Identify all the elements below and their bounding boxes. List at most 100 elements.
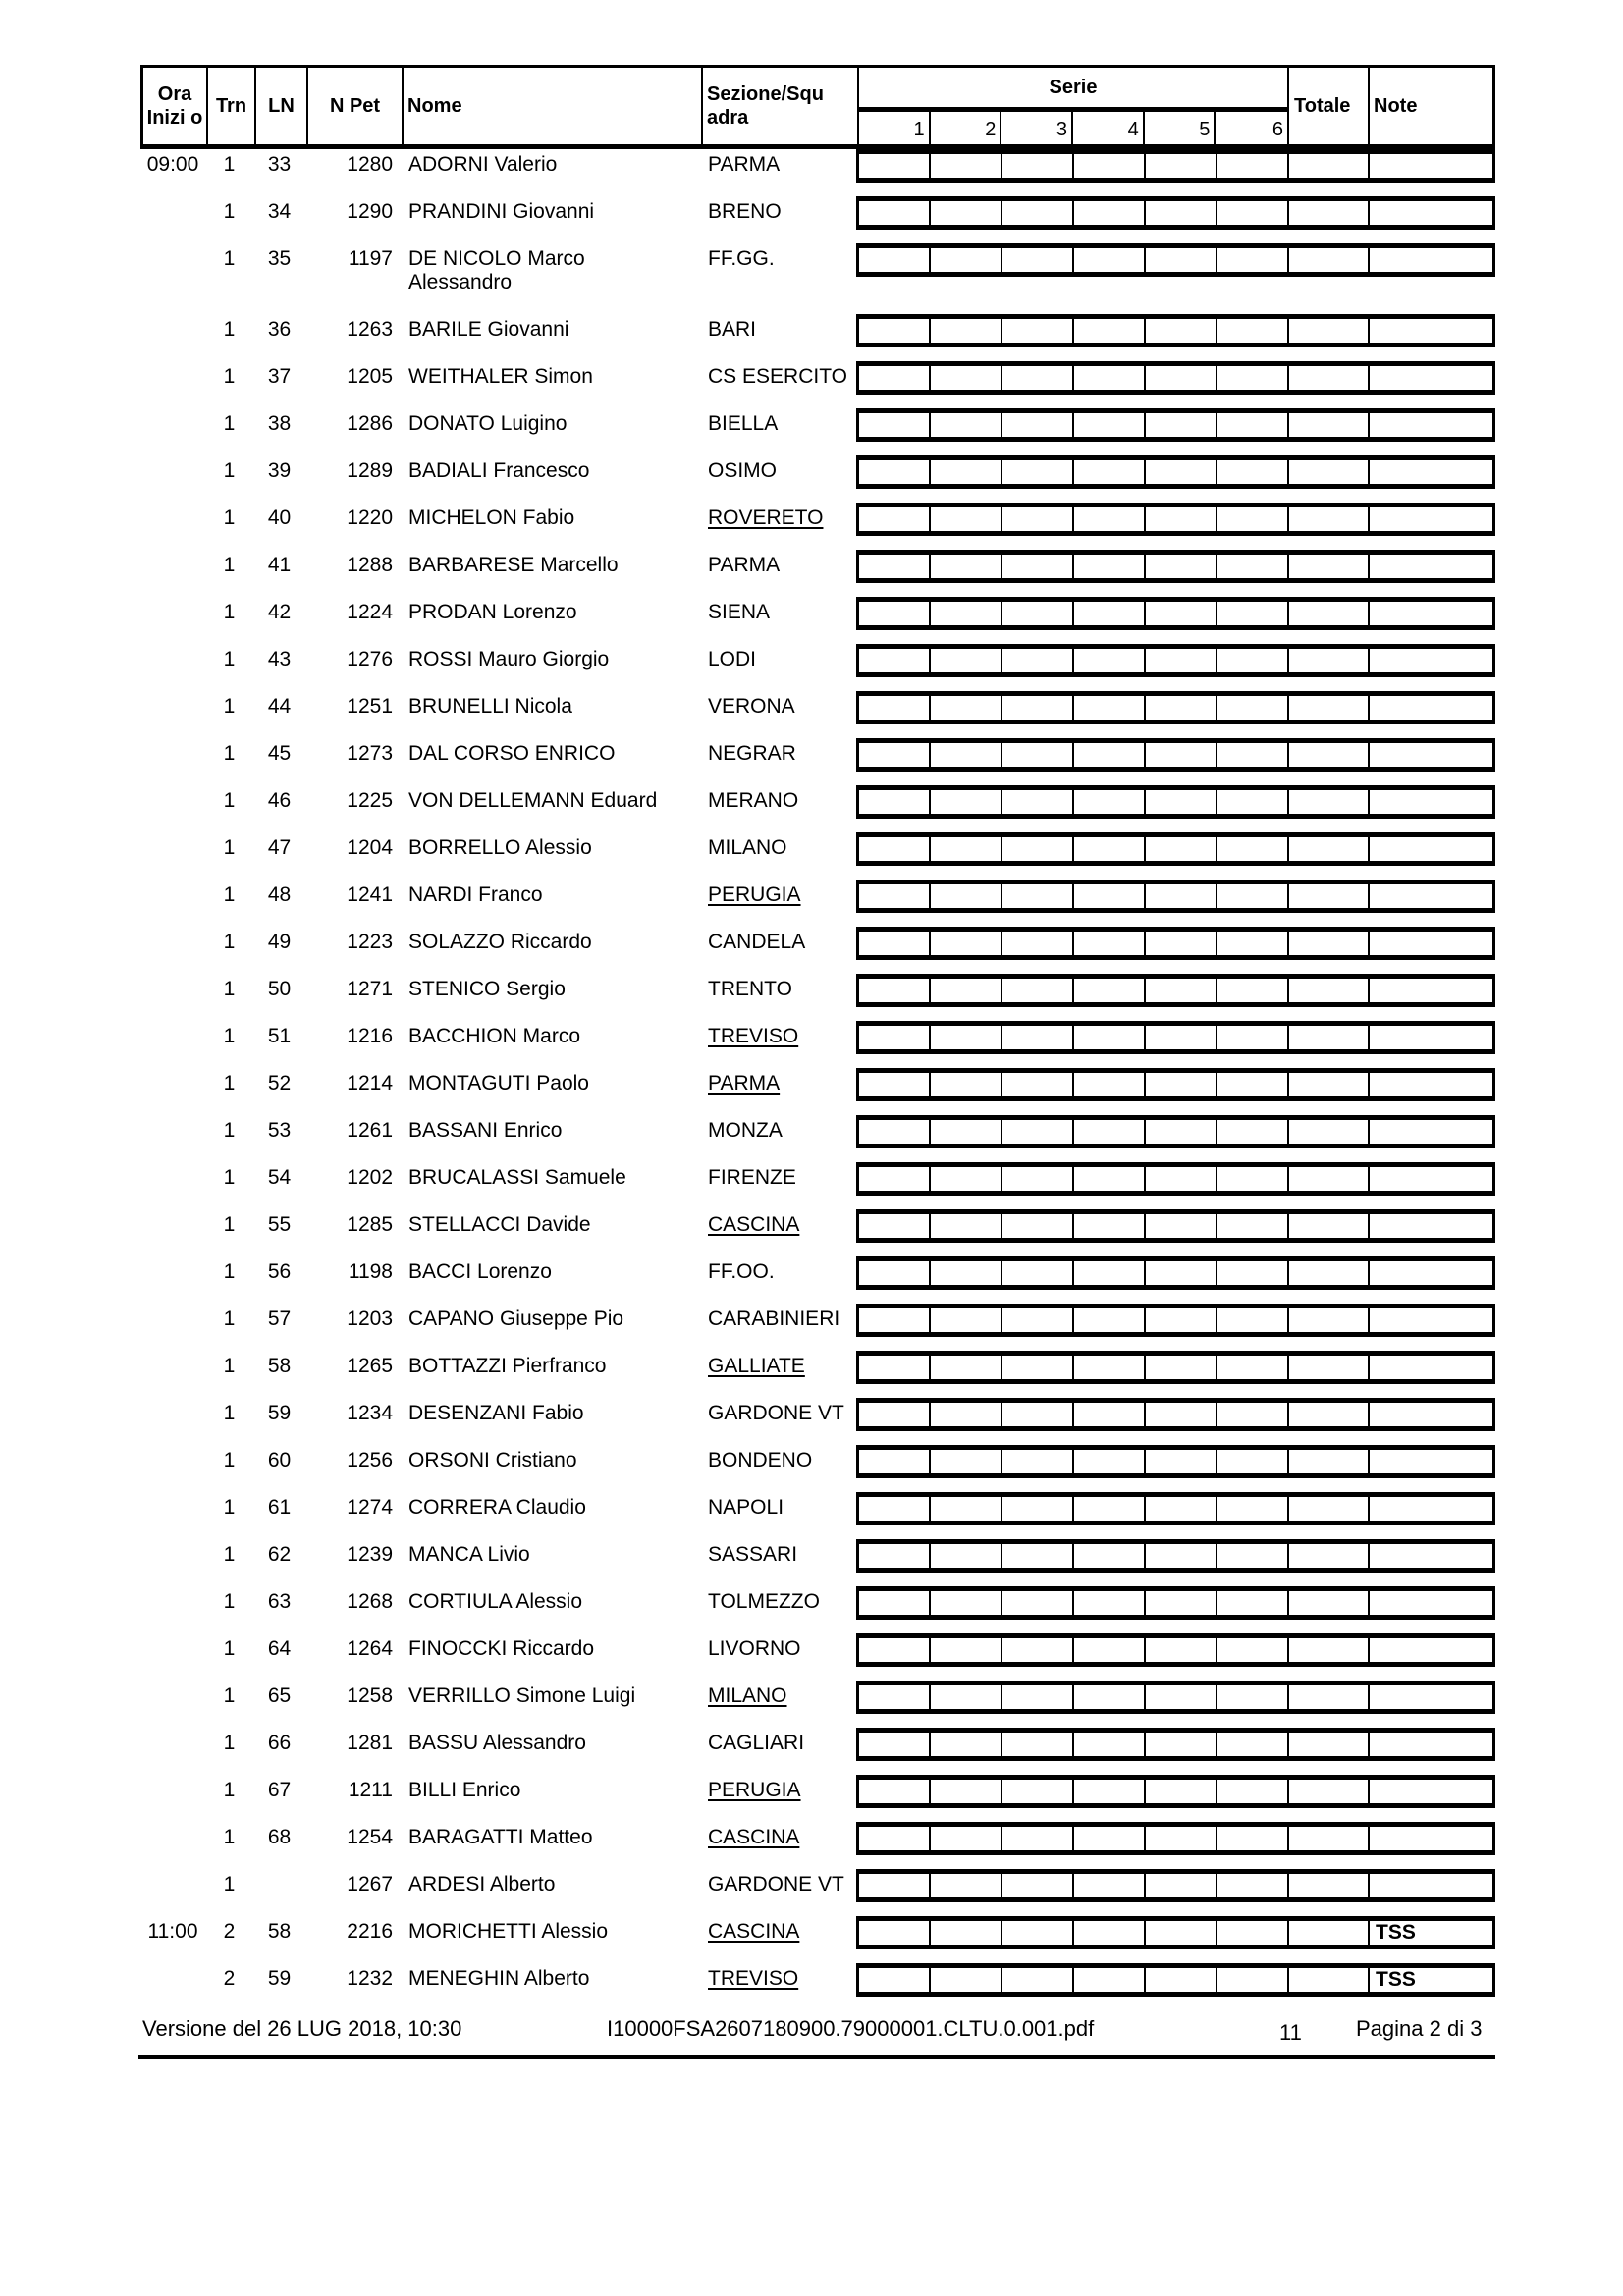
lane: 37 — [267, 365, 292, 388]
series-5-box — [1146, 1308, 1217, 1332]
start-time — [140, 247, 205, 294]
header-nome: Nome — [404, 68, 703, 144]
section: CARABINIERI — [708, 1308, 840, 1330]
series-6-box — [1217, 1733, 1289, 1756]
series-4-box — [1074, 1968, 1146, 1992]
note-box — [1370, 1026, 1492, 1049]
table-row: 1 64 1264 FINOCCKI Riccardo LIVORNO — [140, 1633, 1495, 1681]
bib-number: 1214 — [347, 1072, 393, 1095]
series-5-box — [1146, 884, 1217, 908]
total-box — [1289, 1403, 1370, 1426]
athlete-name: MORICHETTI Alessio — [408, 1920, 609, 1943]
series-2-box — [931, 1921, 1002, 1945]
total-box — [1289, 743, 1370, 767]
start-time — [140, 1873, 205, 1896]
series-4-box — [1074, 248, 1146, 272]
series-5-box — [1146, 201, 1217, 225]
series-2-box — [931, 743, 1002, 767]
table-row: 1 59 1234 DESENZANI Fabio GARDONE VT — [140, 1398, 1495, 1445]
note-box: TSS — [1376, 1968, 1416, 1991]
series-3-box — [1002, 1120, 1074, 1144]
section: CASCINA — [708, 1826, 800, 1848]
lane: 43 — [267, 648, 292, 670]
series-6-box — [1217, 1780, 1289, 1803]
bib-number: 1261 — [347, 1119, 393, 1142]
series-2-box — [931, 696, 1002, 720]
turn: 1 — [223, 742, 236, 765]
section: VERONA — [708, 695, 795, 718]
series-6-box — [1217, 1921, 1289, 1945]
series-6-box — [1217, 319, 1289, 343]
serie-number-2: 2 — [931, 112, 1002, 147]
total-box — [1289, 1733, 1370, 1756]
note-box — [1370, 1261, 1492, 1285]
start-time — [140, 883, 205, 907]
athlete-name: BOTTAZZI Pierfranco — [408, 1355, 607, 1377]
series-3-box — [1002, 1874, 1074, 1897]
athlete-name: BASSU Alessandro — [408, 1732, 586, 1754]
series-3-box — [1002, 884, 1074, 908]
serie-number-3: 3 — [1001, 112, 1074, 147]
series-2-box — [931, 248, 1002, 272]
series-5-box — [1146, 1073, 1217, 1096]
header-totale: Totale — [1289, 68, 1370, 144]
note-box — [1370, 460, 1492, 484]
note-box — [1370, 1073, 1492, 1096]
athlete-name: BASSANI Enrico — [408, 1119, 563, 1142]
athlete-name: VON DELLEMANN Eduard — [408, 789, 658, 812]
start-time — [140, 1449, 205, 1472]
athlete-name: NARDI Franco — [408, 883, 543, 906]
bib-number: 1211 — [348, 1779, 393, 1801]
series-6-box — [1217, 1120, 1289, 1144]
total-box — [1289, 366, 1370, 390]
series-1-box — [859, 1167, 931, 1191]
table-row: 1 49 1223 SOLAZZO Riccardo CANDELA — [140, 927, 1495, 974]
start-time — [140, 1072, 205, 1095]
series-1-box — [859, 979, 931, 1002]
lane: 47 — [267, 836, 292, 859]
section: TRENTO — [708, 978, 792, 1000]
total-box — [1289, 507, 1370, 531]
series-2-box — [931, 1638, 1002, 1662]
note-box — [1370, 602, 1492, 625]
lane: 48 — [267, 883, 292, 906]
series-4-box — [1074, 1120, 1146, 1144]
turn: 1 — [223, 507, 236, 529]
start-time — [140, 1213, 205, 1237]
turn: 1 — [223, 1025, 236, 1047]
bib-number: 1205 — [347, 365, 393, 388]
turn: 1 — [223, 1873, 236, 1896]
score-boxes: TSS — [856, 1916, 1495, 1949]
turn: 1 — [223, 1308, 236, 1330]
total-box — [1289, 1356, 1370, 1379]
table-row: 1 48 1241 NARDI Franco PERUGIA — [140, 880, 1495, 927]
series-4-box — [1074, 1591, 1146, 1615]
table-row: 1 47 1204 BORRELLO Alessio MILANO — [140, 832, 1495, 880]
turn: 1 — [223, 978, 236, 1000]
series-4-box — [1074, 1167, 1146, 1191]
turn: 1 — [223, 1213, 236, 1236]
score-boxes — [856, 1869, 1495, 1902]
series-4-box — [1074, 932, 1146, 955]
series-5-box — [1146, 932, 1217, 955]
series-3-box — [1002, 837, 1074, 861]
turn: 1 — [223, 695, 236, 718]
table-row: 1 60 1256 ORSONI Cristiano BONDENO — [140, 1445, 1495, 1492]
series-1-box — [859, 413, 931, 437]
series-1-box — [859, 1450, 931, 1473]
athlete-name: DAL CORSO ENRICO — [408, 742, 616, 765]
series-5-box — [1146, 1921, 1217, 1945]
serie-number-6: 6 — [1271, 119, 1284, 140]
score-boxes — [856, 1492, 1495, 1525]
score-boxes — [856, 785, 1495, 819]
series-1-box — [859, 460, 931, 484]
table-row: 1 61 1274 CORRERA Claudio NAPOLI — [140, 1492, 1495, 1539]
table-row: 1 54 1202 BRUCALASSI Samuele FIRENZE — [140, 1162, 1495, 1209]
series-1-box — [859, 837, 931, 861]
series-5-box — [1146, 1638, 1217, 1662]
series-1-box — [859, 1120, 931, 1144]
total-box — [1289, 837, 1370, 861]
turn: 1 — [223, 459, 236, 482]
series-5-box — [1146, 1167, 1217, 1191]
lane: 42 — [267, 601, 292, 623]
